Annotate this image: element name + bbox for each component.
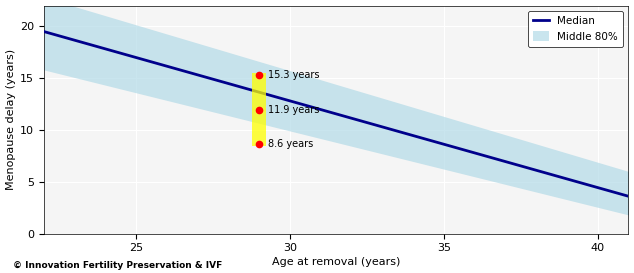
Text: 15.3 years: 15.3 years [268,70,320,80]
Legend: Median, Middle 80%: Median, Middle 80% [528,11,623,47]
Bar [252,73,266,146]
Y-axis label: Menopause delay (years): Menopause delay (years) [6,49,16,190]
Text: 11.9 years: 11.9 years [268,105,320,115]
Text: © Innovation Fertility Preservation & IVF: © Innovation Fertility Preservation & IV… [13,261,222,270]
X-axis label: Age at removal (years): Age at removal (years) [272,257,400,268]
Text: 8.6 years: 8.6 years [268,140,314,149]
